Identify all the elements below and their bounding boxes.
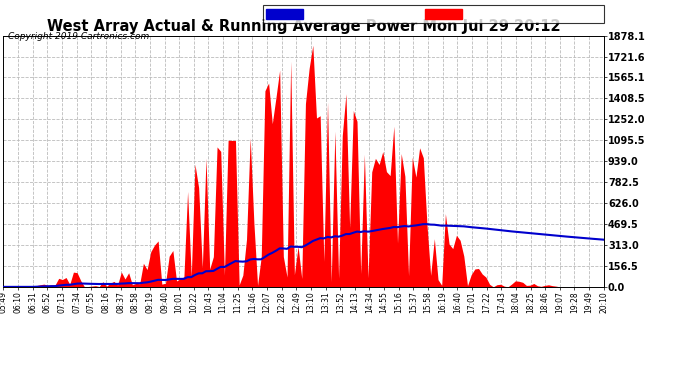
Legend: Average  (DC Watts), West Array  (DC Watts): Average (DC Watts), West Array (DC Watts… [263,6,604,22]
Text: Copyright 2019 Cartronics.com: Copyright 2019 Cartronics.com [8,32,150,41]
Title: West Array Actual & Running Average Power Mon Jul 29 20:12: West Array Actual & Running Average Powe… [47,20,560,34]
